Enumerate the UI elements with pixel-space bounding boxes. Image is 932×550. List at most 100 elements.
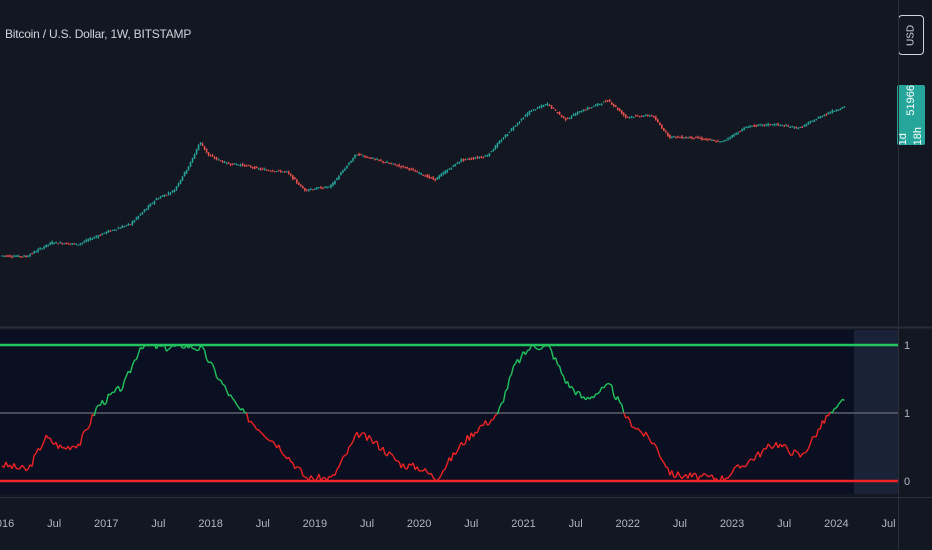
candle-body bbox=[833, 110, 836, 112]
oscillator-segment bbox=[166, 348, 169, 352]
candle-body bbox=[568, 117, 571, 119]
candle-body bbox=[741, 129, 743, 131]
candle-body bbox=[229, 164, 232, 166]
candle-body bbox=[490, 151, 493, 153]
candle-body bbox=[560, 115, 563, 117]
price-pane[interactable] bbox=[1, 98, 846, 259]
candle-body bbox=[123, 226, 126, 228]
oscillator-segment bbox=[743, 465, 747, 468]
candle-body bbox=[751, 125, 753, 127]
oscillator-segment bbox=[342, 454, 346, 458]
time-tick-label: 2019 bbox=[303, 518, 327, 530]
oscillator-segment bbox=[498, 402, 503, 409]
candle-body bbox=[308, 189, 310, 191]
oscillator-segment bbox=[87, 424, 91, 429]
candle-body bbox=[793, 126, 796, 128]
candle-body bbox=[659, 122, 661, 126]
future-shade bbox=[854, 330, 898, 494]
oscillator-segment bbox=[326, 476, 330, 482]
candle-body bbox=[89, 238, 92, 240]
oscillator-segment bbox=[502, 391, 507, 403]
candle-body bbox=[420, 173, 422, 175]
candle-body bbox=[436, 177, 439, 180]
oscillator-segment bbox=[59, 444, 63, 449]
time-tick-label: 2022 bbox=[616, 518, 640, 530]
oscillator-tick-label: 1 bbox=[904, 340, 910, 352]
candle-body bbox=[173, 189, 176, 193]
candle-body bbox=[37, 249, 39, 252]
oscillator-segment bbox=[478, 424, 482, 428]
candle-body bbox=[225, 162, 228, 164]
candle-body bbox=[318, 187, 320, 189]
candle-body bbox=[143, 209, 146, 212]
candle-body bbox=[773, 124, 775, 126]
candle-body bbox=[841, 107, 844, 109]
candle-body bbox=[494, 145, 497, 150]
candle-body bbox=[231, 163, 234, 165]
oscillator-price-scale[interactable]: 1 1 0 bbox=[904, 340, 910, 488]
candle-body bbox=[95, 236, 98, 238]
candle-body bbox=[127, 223, 130, 225]
candle-body bbox=[807, 122, 810, 125]
oscillator-segment bbox=[406, 463, 410, 470]
candle-body bbox=[486, 155, 489, 157]
oscillator-segment bbox=[695, 473, 699, 481]
oscillator-segment bbox=[27, 464, 31, 470]
candle-body bbox=[378, 159, 380, 161]
oscillator-segment bbox=[697, 475, 701, 481]
oscillator-segment bbox=[45, 434, 49, 439]
oscillator-segment bbox=[540, 345, 545, 350]
candle-body bbox=[163, 195, 166, 197]
candle-body bbox=[819, 116, 822, 119]
candle-body bbox=[197, 144, 200, 151]
oscillator-segment bbox=[252, 423, 256, 427]
candle-body bbox=[572, 114, 575, 116]
candle-body bbox=[771, 124, 773, 126]
candle-body bbox=[590, 107, 593, 109]
candle-body bbox=[673, 136, 675, 138]
oscillator-segment bbox=[5, 461, 9, 468]
candle-body bbox=[402, 165, 404, 167]
candle-body bbox=[416, 171, 418, 173]
oscillator-segment bbox=[51, 442, 55, 445]
time-tick-label: Jul bbox=[777, 518, 791, 530]
candle-body bbox=[87, 239, 90, 241]
candle-body bbox=[267, 170, 270, 172]
oscillator-segment bbox=[79, 434, 83, 446]
candle-body bbox=[697, 136, 699, 139]
oscillator-segment bbox=[548, 346, 553, 352]
oscillator-segment bbox=[677, 471, 681, 477]
oscillator-segment bbox=[300, 468, 304, 476]
candle-body bbox=[837, 109, 840, 111]
candle-body bbox=[257, 168, 260, 170]
oscillator-segment bbox=[729, 472, 733, 477]
oscillator-segment bbox=[651, 442, 655, 445]
oscillator-segment bbox=[815, 428, 819, 438]
candle-body bbox=[602, 101, 605, 103]
candle-body bbox=[418, 172, 420, 174]
candle-body bbox=[803, 125, 806, 127]
candle-body bbox=[687, 137, 689, 139]
candle-body bbox=[657, 119, 659, 123]
candle-body bbox=[103, 232, 106, 234]
candle-body bbox=[500, 140, 503, 142]
candle-body bbox=[161, 195, 164, 197]
oscillator-segment bbox=[134, 358, 137, 361]
time-axis[interactable]: 2016 Jul 2017 Jul 2018 Jul 2019 Jul 2020 Jul 2021 J… bbox=[0, 518, 896, 530]
oscillator-segment bbox=[705, 474, 709, 478]
oscillator-segment bbox=[117, 386, 121, 392]
oscillator-tick-label: 1 bbox=[904, 408, 910, 420]
oscillator-segment bbox=[723, 477, 727, 482]
candle-body bbox=[624, 114, 627, 118]
oscillator-segment bbox=[272, 440, 276, 445]
oscillator-segment bbox=[747, 459, 751, 463]
candle-body bbox=[651, 115, 653, 117]
oscillator-segment bbox=[189, 344, 194, 350]
candle-body bbox=[765, 124, 767, 126]
candle-body bbox=[546, 103, 549, 106]
oscillator-segment bbox=[826, 414, 829, 417]
oscillator-segment bbox=[39, 445, 43, 451]
oscillator-segment bbox=[711, 474, 715, 480]
oscillator-pane[interactable] bbox=[0, 330, 898, 494]
